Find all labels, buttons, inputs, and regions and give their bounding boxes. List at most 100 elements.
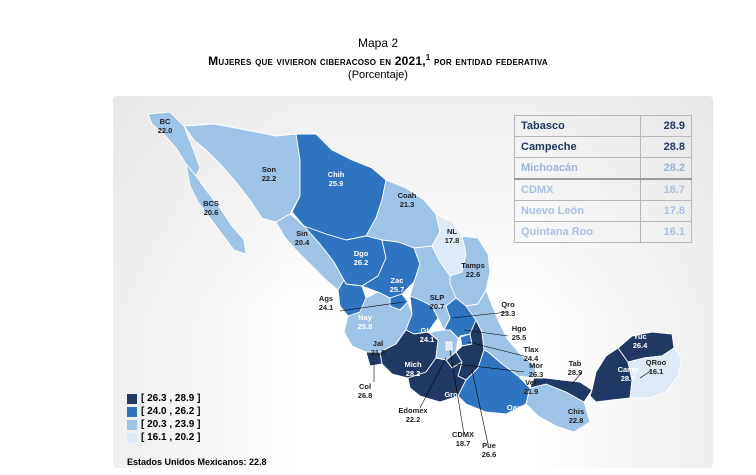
ranking-name: Michoacán [513, 157, 642, 180]
state-value-yuc: 26.4 [633, 341, 648, 350]
state-abbr-gro: Gro [444, 390, 458, 399]
ranking-name: Nuevo León [513, 200, 642, 222]
state-value-mor: 26.3 [529, 370, 544, 379]
ranking-row: Quintana Roo 16.1 [513, 221, 692, 243]
state-value-slp: 20.7 [430, 302, 445, 311]
state-value-pue: 26.6 [482, 450, 497, 459]
national-total: Estados Unidos Mexicanos: 22.8 [127, 457, 267, 467]
legend-swatch [127, 393, 137, 404]
state-value-nay: 25.8 [358, 322, 373, 331]
state-abbr-cdmx: CDMX [452, 430, 474, 439]
state-bcs [185, 163, 247, 255]
leader-pue [471, 369, 489, 445]
logo-fragment [56, 0, 136, 4]
state-abbr-ags: Ags [319, 294, 333, 303]
leader-edomex [419, 357, 447, 409]
ranking-row: Nuevo León 17.8 [513, 200, 692, 222]
state-abbr-yuc: Yuc [633, 332, 646, 341]
state-abbr-coah: Coah [398, 191, 417, 200]
state-abbr-sin: Sin [296, 229, 308, 238]
state-abbr-hgo: Hgo [512, 324, 527, 333]
legend-label: [ 20.3 , 23.9 ] [141, 419, 201, 430]
state-abbr-gto: Gto [421, 326, 434, 335]
state-abbr-edomex: Edomex [398, 406, 428, 415]
state-value-ags: 24.1 [319, 303, 334, 312]
map-number: Mapa 2 [357, 36, 399, 50]
ranking-row: CDMX 18.7 [513, 178, 692, 201]
state-value-zac: 25.7 [390, 285, 405, 294]
leader-qroo [639, 369, 653, 379]
leader-mor [455, 363, 525, 373]
state-value-mich: 28.2 [406, 369, 421, 378]
state-abbr-tab: Tab [569, 359, 582, 368]
state-value-tamps: 22.6 [466, 270, 481, 279]
state-abbr-pue: Pue [482, 441, 496, 450]
map-header: Mapa 2 Mujeres que vivieron ciberacoso e… [0, 36, 756, 82]
ranking-name: Quintana Roo [513, 221, 642, 243]
state-value-nl: 17.8 [445, 236, 460, 245]
national-value: 22.8 [249, 457, 267, 467]
state-value-qroo: 16.1 [649, 367, 664, 376]
state-tab [529, 377, 593, 403]
ranking-row: Michoacán 28.2 [513, 157, 692, 180]
state-value-sin: 20.4 [295, 238, 310, 247]
legend-label: [ 26.3 , 28.9 ] [141, 393, 201, 404]
map-title-text: Mujeres que vivieron ciberacoso en 2021, [208, 54, 426, 68]
state-abbr-zac: Zac [391, 276, 404, 285]
legend-swatch [127, 419, 137, 430]
state-jal [343, 291, 413, 353]
state-value-son: 22.2 [262, 174, 277, 183]
state-bc [147, 111, 201, 177]
state-abbr-bcs: BCS [203, 199, 219, 208]
state-abbr-qroo: QRoo [646, 358, 667, 367]
state-gro [407, 357, 467, 403]
state-abbr-slp: SLP [430, 293, 445, 302]
state-value-bcs: 20.6 [204, 208, 219, 217]
leader-hgo [463, 329, 509, 337]
state-abbr-dgo: Dgo [354, 249, 369, 258]
map-title: Mujeres que vivieron ciberacoso en 2021,… [0, 50, 756, 69]
state-value-qro: 23.3 [501, 309, 516, 318]
map-title-tail: por entidad federativa [430, 54, 548, 68]
leader-tab [571, 371, 583, 385]
state-son [183, 123, 301, 223]
state-qroo [627, 347, 683, 399]
national-label: Estados Unidos Mexicanos: [127, 457, 247, 467]
state-cdmx [445, 341, 453, 351]
legend-item: [ 26.3 , 28.9 ] [127, 392, 200, 405]
state-value-ver: 21.9 [524, 387, 539, 396]
ranking-value: 28.9 [640, 115, 692, 137]
state-abbr-chih: Chih [328, 170, 345, 179]
legend-item: [ 20.3 , 23.9 ] [127, 418, 200, 431]
leader-tlax [467, 341, 525, 357]
map-unit: (Porcentaje) [348, 69, 408, 81]
state-value-cdmx: 18.7 [456, 439, 471, 448]
state-value-hgo: 25.5 [512, 333, 527, 342]
leader-cdmx [449, 349, 465, 435]
ranking-value: 28.2 [640, 157, 692, 180]
states-layer [147, 111, 683, 433]
state-value-dgo: 26.2 [354, 258, 369, 267]
legend-label: [ 24.0 , 26.2 ] [141, 406, 201, 417]
state-abbr-son: Son [262, 165, 277, 174]
legend-label: [ 16.1 , 20.2 ] [141, 432, 201, 443]
state-value-jal: 21.3 [371, 348, 386, 357]
ranking-value: 17.8 [640, 200, 692, 222]
leader-ags [339, 301, 405, 312]
state-abbr-chis: Chis [568, 407, 584, 416]
ranking-name: CDMX [513, 178, 642, 201]
ranking-name: Tabasco [513, 115, 642, 137]
map-title-footnote: 1 [425, 53, 431, 62]
label-leader-lines [339, 301, 653, 445]
state-abbr-jal: Jal [373, 339, 383, 348]
state-value-tlax: 24.4 [524, 354, 539, 363]
state-abbr-col: Col [359, 382, 371, 391]
state-abbr-ver: Ver [525, 378, 537, 387]
state-abbr-tamps: Tamps [461, 261, 485, 270]
state-value-chis: 22.8 [569, 416, 584, 425]
state-value-gro: 27.0 [444, 399, 459, 408]
state-abbr-camp: Camp [618, 365, 639, 374]
map-legend: [ 26.3 , 28.9 ] [ 24.0 , 26.2 ] [ 20.3 ,… [127, 392, 200, 444]
state-value-chih: 25.9 [329, 179, 344, 188]
state-value-coah: 21.3 [400, 200, 415, 209]
